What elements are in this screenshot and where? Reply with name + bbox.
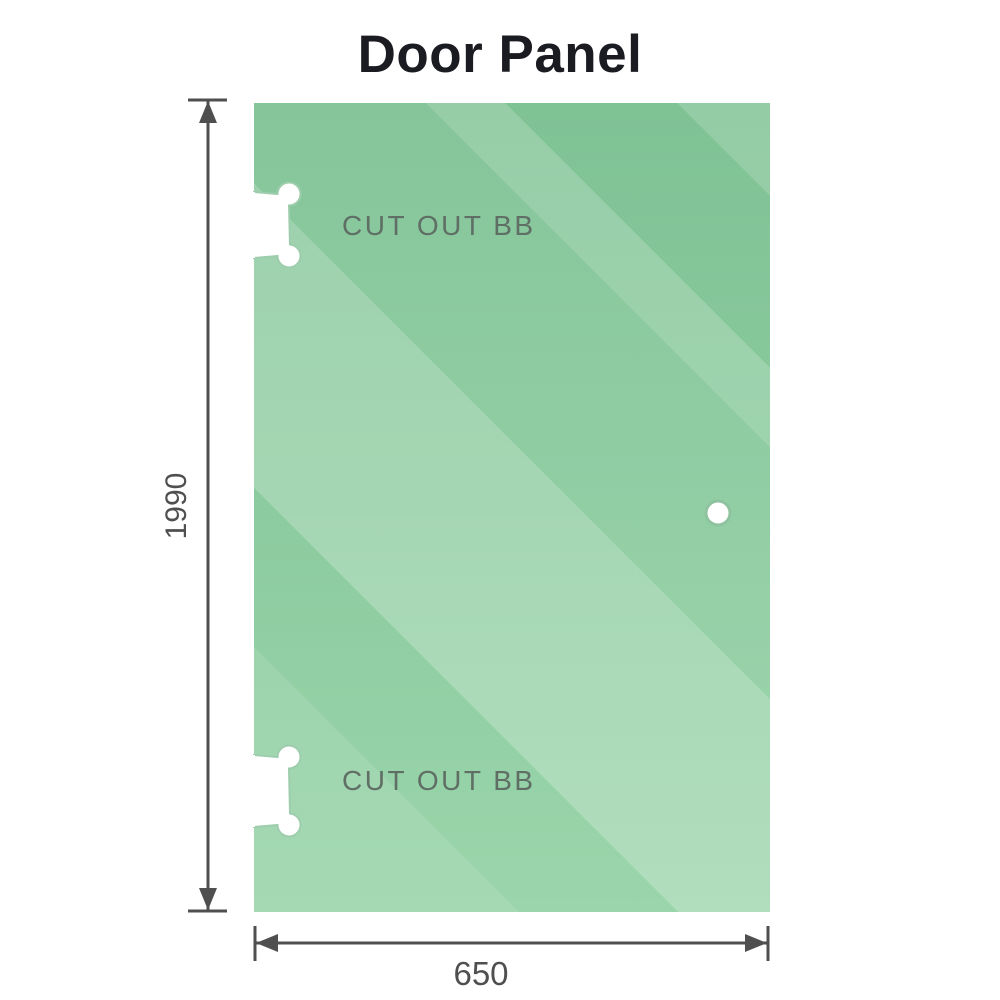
cutout-top-left-edge-mask <box>251 192 255 258</box>
handle-hole <box>704 499 732 527</box>
glass-panel <box>254 103 770 912</box>
cutout-label-top: CUT OUT BB <box>342 210 536 241</box>
cutout-bottom-left-outline <box>253 744 302 838</box>
dimension-height-label: 1990 <box>160 472 193 540</box>
page-title: Door Panel <box>357 25 643 84</box>
arrow-left-icon <box>256 934 278 952</box>
cutout-top-left-outline <box>253 181 302 269</box>
dimension-height <box>188 98 227 913</box>
arrow-down-icon <box>199 888 217 910</box>
arrow-right-icon <box>745 934 767 952</box>
dimension-width-label: 650 <box>453 955 509 992</box>
arrow-up-icon <box>199 101 217 123</box>
cutout-bottom-left-edge-mask <box>251 755 255 827</box>
cutout-bottom-left <box>251 744 302 838</box>
cutout-top-left <box>251 181 302 269</box>
dimension-width <box>253 926 770 961</box>
cutout-label-bottom: CUT OUT BB <box>342 765 536 796</box>
